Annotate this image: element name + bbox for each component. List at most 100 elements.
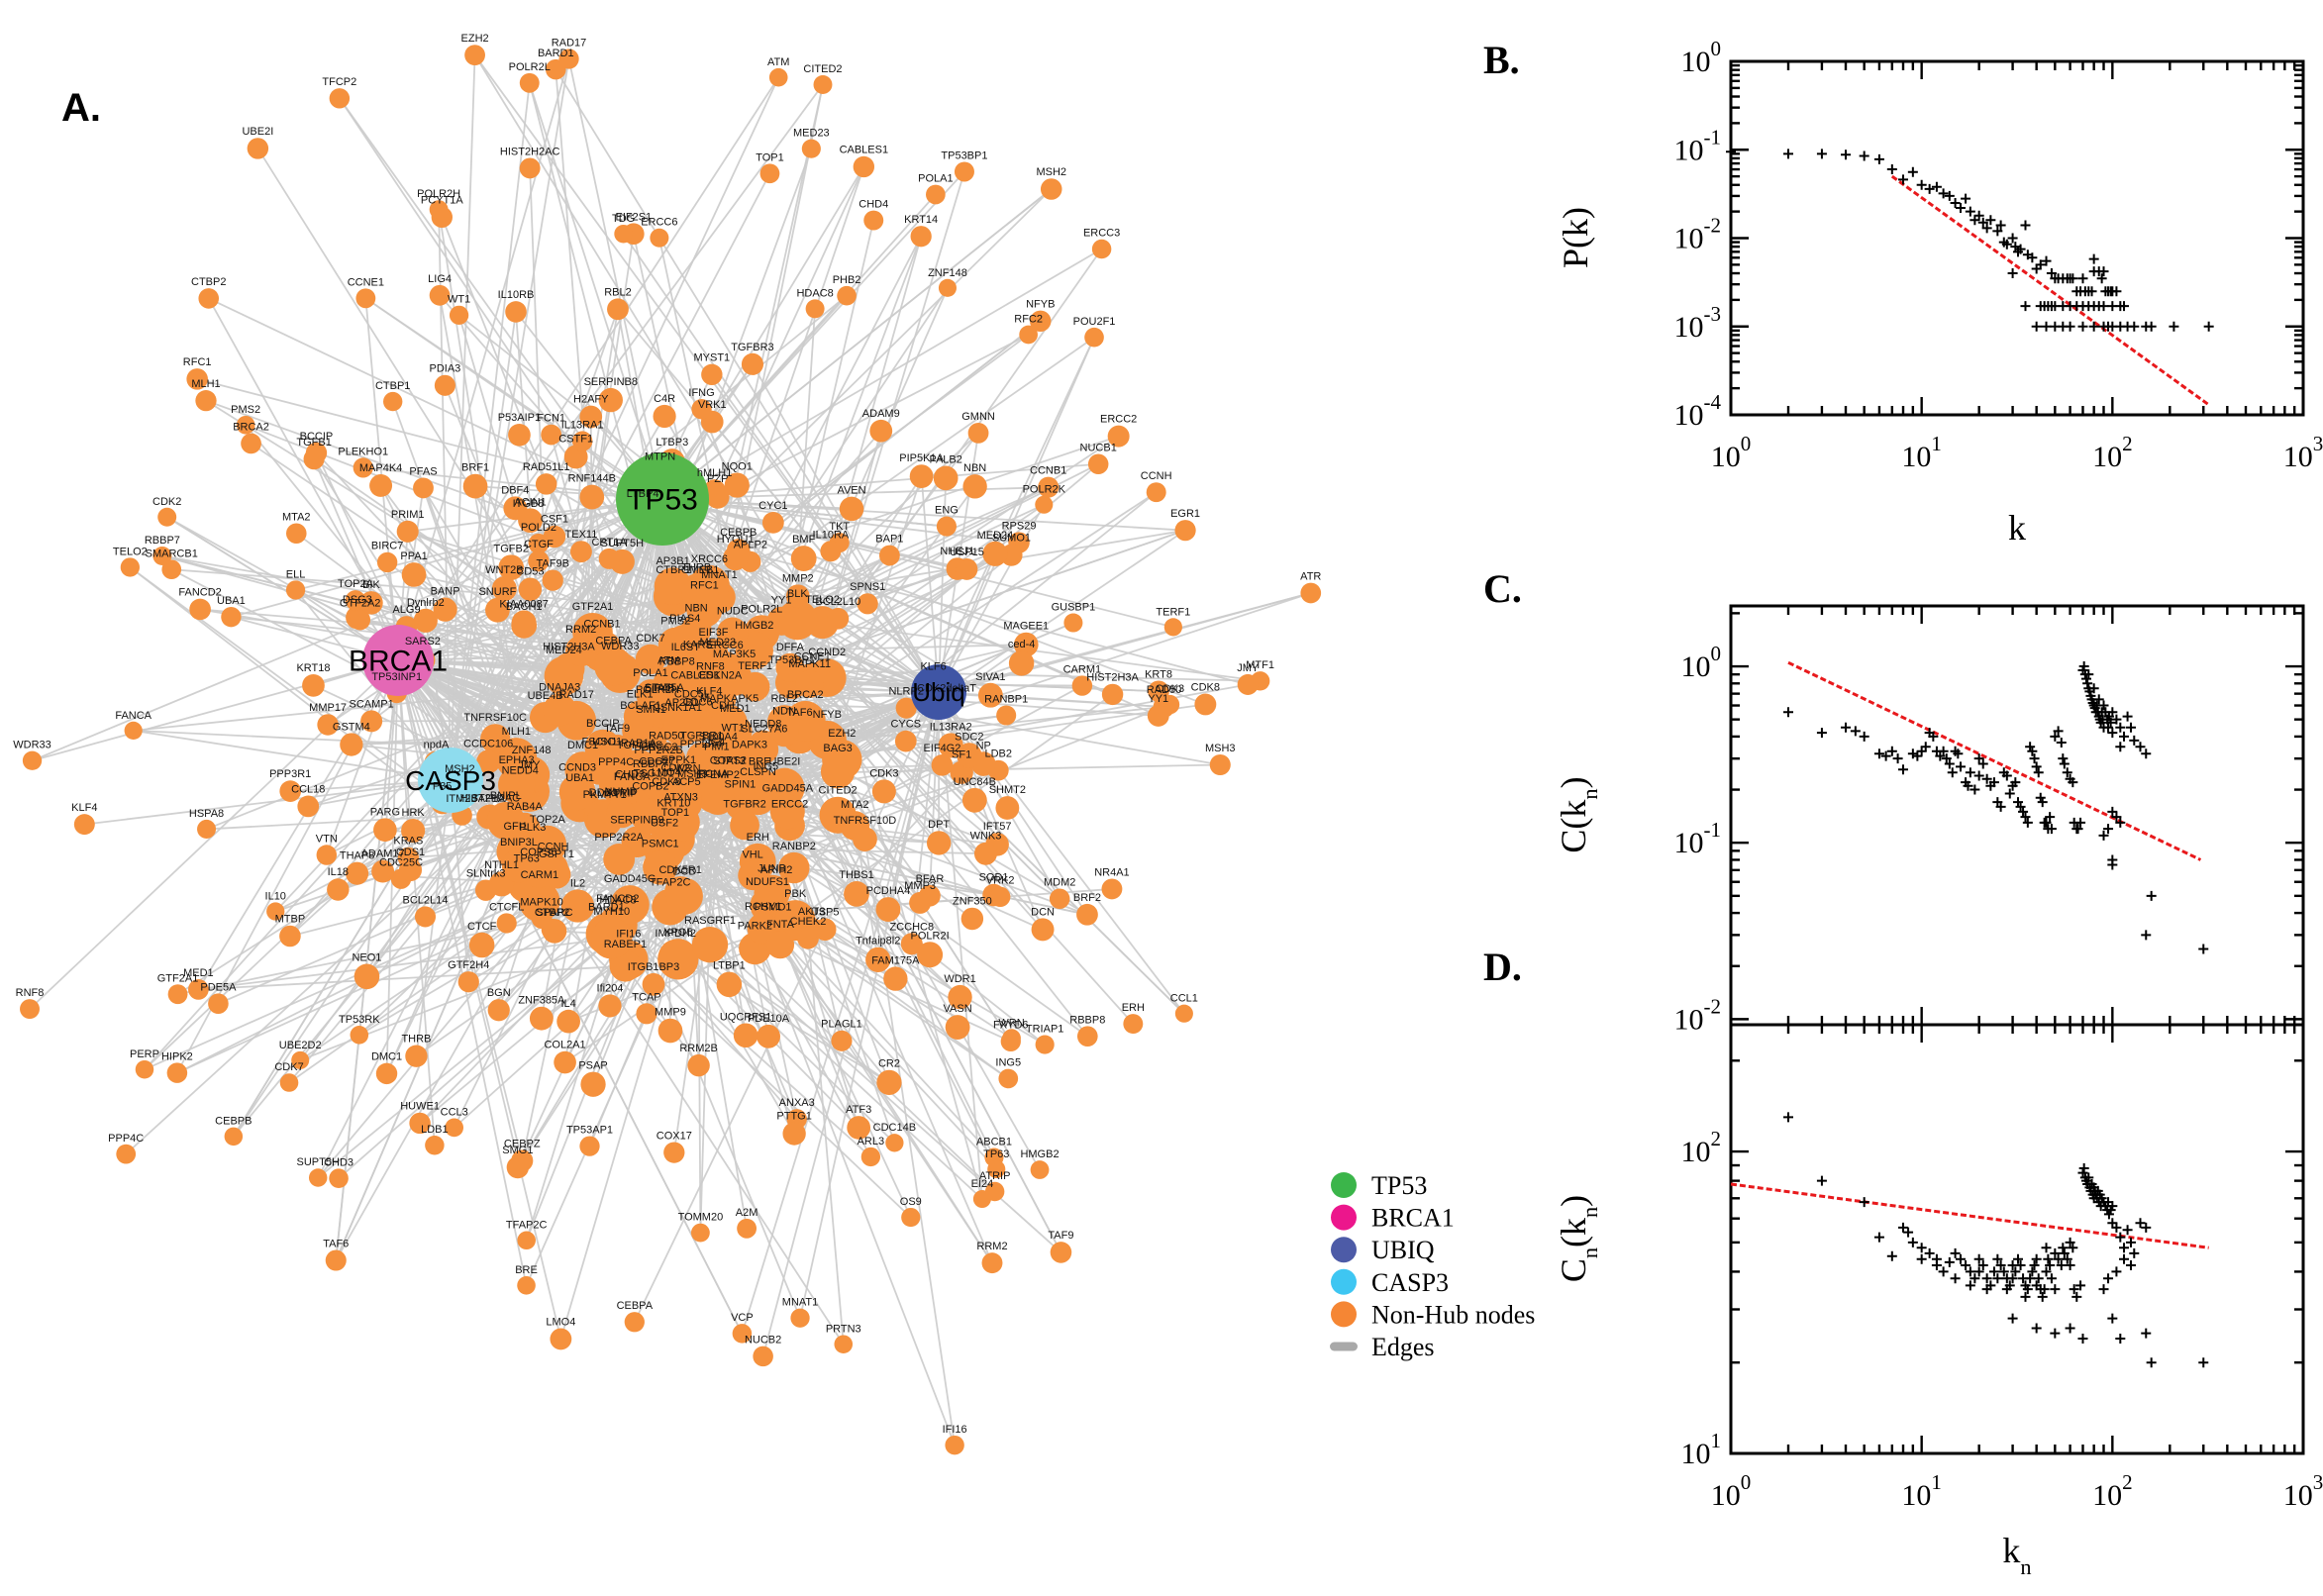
network-node-labels: KLF4 TFAP2C HIST2H3A GTF2A1 HIST2H2AC ING5 ERC… <box>13 33 1321 1436</box>
gene-label: NDN <box>772 705 796 717</box>
gene-label: CCND3 <box>558 762 596 774</box>
gene-label: CDK7 <box>636 633 664 645</box>
data-point <box>2198 1357 2209 1368</box>
network-node <box>967 422 989 444</box>
gene-label: DCD <box>672 866 696 878</box>
gene-label: PZP <box>707 473 728 485</box>
network-node <box>297 795 320 818</box>
gene-label: MNAT1 <box>782 1297 818 1309</box>
gene-label: TAF9 <box>604 723 630 735</box>
network-node <box>795 669 824 698</box>
gene-label: AP2B1 <box>664 697 698 709</box>
gene-label: IL10RA <box>813 529 850 541</box>
network-node <box>691 926 729 963</box>
gene-label: TAF9B <box>537 557 569 569</box>
hub-node-brca1 <box>362 625 434 696</box>
gene-label: BCLAF1 <box>620 700 661 712</box>
data-point <box>2027 1266 2038 1277</box>
gene-label: RCHY1 <box>745 901 781 913</box>
gene-label: XRCC6 <box>691 553 728 565</box>
data-point <box>1988 777 1999 788</box>
edge <box>938 691 1185 1015</box>
data-point <box>1898 174 1908 185</box>
network-node <box>542 859 571 889</box>
network-node <box>938 278 957 297</box>
legend-swatch-dot <box>1331 1301 1357 1328</box>
data-point <box>2004 788 2015 799</box>
gene-label: CEBPB <box>215 1116 252 1128</box>
edge <box>525 804 742 1286</box>
network-node <box>741 352 764 375</box>
data-point <box>2035 259 2046 270</box>
gene-label: THBS1 <box>839 869 873 881</box>
gene-label: CR2 <box>878 1058 900 1070</box>
edge <box>661 498 1113 696</box>
gene-label: KLF4 <box>71 802 97 814</box>
network-node <box>135 1059 154 1079</box>
network-node <box>1123 1014 1144 1035</box>
gene-label: CLSPN <box>740 766 776 778</box>
gene-label: HDAC8 <box>599 895 636 907</box>
data-point <box>2025 1273 2036 1284</box>
gene-label: KLF6 <box>920 661 946 673</box>
gene-label: LTBP4 <box>627 488 659 500</box>
network-node <box>236 415 255 435</box>
network-node <box>350 609 371 631</box>
gene-label: RFC1 <box>183 356 212 368</box>
data-point <box>2069 1284 2079 1295</box>
network-node <box>305 442 328 464</box>
network-node <box>853 155 875 178</box>
gene-label: NHEJ1 <box>940 546 974 557</box>
gene-label: UBE2I <box>769 756 801 768</box>
gene-label: EIF2S1 <box>615 211 652 223</box>
network-node <box>498 554 525 581</box>
gene-label: MTA2 <box>282 511 311 523</box>
data-point <box>2001 770 2012 781</box>
gene-label: DMC1 <box>371 1051 402 1063</box>
gene-label: NUMB <box>605 786 637 798</box>
data-point <box>2129 1247 2140 1258</box>
data-point <box>2115 742 2126 752</box>
network-node <box>542 569 563 591</box>
network-node <box>759 163 780 184</box>
network-node <box>635 644 666 675</box>
gene-label: DBF4 <box>501 484 529 496</box>
gene-label: UBE4B <box>528 690 563 702</box>
network-node <box>506 1155 530 1179</box>
gene-label: ATRIP <box>979 1170 1011 1182</box>
edge <box>313 458 452 781</box>
gene-label: BANP <box>431 586 460 598</box>
gene-label: CEBPA <box>617 1300 654 1312</box>
legend-item-casp3: CASP3 <box>1331 1268 1449 1297</box>
network-node <box>517 1276 536 1295</box>
gene-label: SIVA1 <box>975 671 1005 683</box>
network-node <box>761 511 784 534</box>
hub-label-tp53: TP53 <box>627 484 698 517</box>
data-point <box>2025 742 2036 752</box>
network-node <box>768 67 788 87</box>
data-point <box>2077 273 2088 284</box>
gene-label: ZNF350 <box>953 896 992 908</box>
gene-label: CDKN2A <box>698 670 743 682</box>
data-point <box>2111 714 2122 725</box>
gene-label: COX17 <box>656 1130 692 1142</box>
network-node <box>1019 325 1038 345</box>
gene-label: TELO2 <box>805 594 840 606</box>
data-point <box>2126 1259 2136 1270</box>
data-point <box>2107 707 2118 718</box>
network-nodes <box>20 45 1322 1455</box>
gene-label: PBK <box>784 888 807 900</box>
legend-swatch-dot <box>1331 1268 1357 1295</box>
gene-label: ATRIP <box>606 787 638 799</box>
legend-label: Non-Hub nodes <box>1371 1300 1535 1329</box>
gene-label: MLH1 <box>191 378 220 390</box>
data-point <box>2098 700 2109 711</box>
gene-label: LDB2 <box>985 748 1013 760</box>
gene-label: IMPDH2 <box>655 928 696 940</box>
data-point <box>2146 1357 2157 1368</box>
gene-label: SF1 <box>952 748 971 760</box>
data-point <box>2046 1273 2057 1284</box>
network-node <box>279 925 301 948</box>
edge <box>233 498 663 1138</box>
